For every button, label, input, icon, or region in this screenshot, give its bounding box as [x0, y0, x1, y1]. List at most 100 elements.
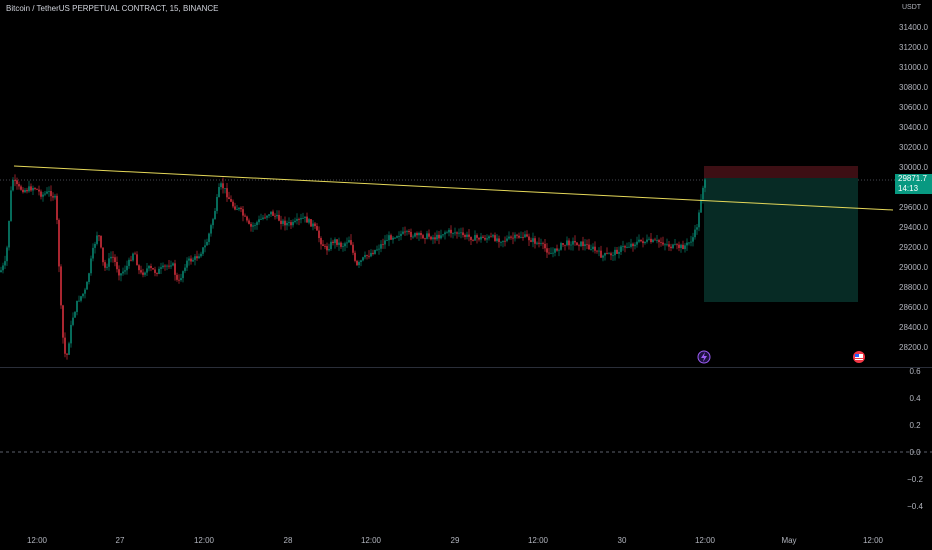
- candle-body: [166, 265, 168, 267]
- candle-body: [306, 216, 308, 223]
- time-tick-label: 12:00: [361, 536, 382, 545]
- candle-body: [328, 249, 330, 251]
- stop-loss-zone[interactable]: [704, 166, 858, 178]
- candle-body: [226, 188, 228, 198]
- last-price-value: 29871.7: [898, 174, 927, 183]
- candle-body: [274, 215, 276, 217]
- candle-body: [516, 234, 518, 236]
- candle-body: [346, 242, 348, 244]
- candle-body: [236, 209, 238, 211]
- candle-body: [330, 241, 332, 250]
- candle-body: [648, 238, 650, 240]
- candle-body: [554, 248, 556, 253]
- candle-body: [240, 207, 242, 210]
- candle-body: [64, 337, 66, 354]
- symbol-title[interactable]: Bitcoin / TetherUS PERPETUAL CONTRACT, 1…: [6, 4, 219, 13]
- trend-line[interactable]: [13, 165, 894, 211]
- candle-body: [356, 260, 358, 266]
- candle-body: [432, 237, 434, 240]
- candle-body: [184, 267, 186, 272]
- candle-body: [218, 187, 220, 198]
- candle-body: [656, 240, 658, 241]
- candle-body: [362, 257, 364, 261]
- candle-body: [500, 241, 502, 243]
- time-axis[interactable]: 12:00 27 12:00 28 12:00 29 12:00 30 12:00 May 12:0…: [27, 536, 884, 545]
- candle-body: [526, 234, 528, 237]
- candle-body: [136, 254, 138, 266]
- candle-body: [610, 253, 612, 256]
- candle-body: [298, 219, 300, 220]
- candle-body: [530, 240, 532, 242]
- candle-body: [106, 266, 108, 268]
- candle-body: [390, 235, 392, 240]
- candle-body: [510, 236, 512, 238]
- time-tick-label: 29: [451, 536, 460, 545]
- indicator-tick-label: −0.4: [907, 502, 923, 511]
- candle-body: [86, 281, 88, 290]
- candle-body: [258, 219, 260, 223]
- candle-body: [348, 240, 350, 243]
- candle-body: [380, 244, 382, 249]
- candle-body: [340, 242, 342, 247]
- candle-body: [100, 235, 102, 248]
- candle-body: [58, 219, 60, 267]
- candle-body: [616, 249, 618, 254]
- candle-body: [126, 265, 128, 271]
- price-tick-label: 28600.0: [899, 303, 928, 312]
- candle-body: [372, 252, 374, 254]
- candle-body: [558, 249, 560, 251]
- candle-body: [196, 256, 198, 259]
- candle-body: [556, 248, 558, 251]
- candle-body: [378, 248, 380, 250]
- candle-body: [632, 243, 634, 247]
- candle-body: [178, 279, 180, 281]
- candle-body: [156, 272, 158, 274]
- candle-body: [62, 305, 64, 338]
- indicator-axis[interactable]: 0.6 0.4 0.2 0.0 −0.2 −0.4: [907, 367, 923, 511]
- candle-body: [324, 245, 326, 247]
- indicator-tick-label: 0.6: [909, 367, 921, 376]
- candle-body: [532, 238, 534, 242]
- take-profit-zone[interactable]: [704, 178, 858, 302]
- candle-body: [188, 258, 190, 261]
- candle-body: [650, 238, 652, 243]
- price-tick-label: 30200.0: [899, 143, 928, 152]
- candle-body: [262, 217, 264, 219]
- candle-body: [396, 236, 398, 238]
- candle-body: [620, 246, 622, 252]
- candle-body: [404, 231, 406, 233]
- candle-body: [154, 269, 156, 273]
- candle-body: [560, 243, 562, 250]
- candle-body: [122, 271, 124, 274]
- candle-body: [410, 231, 412, 238]
- candle-body: [428, 233, 430, 237]
- candle-body: [200, 253, 202, 257]
- currency-label[interactable]: USDT: [902, 4, 922, 11]
- candle-body: [222, 183, 224, 189]
- candle-body: [46, 191, 48, 194]
- us-flag-event-icon[interactable]: [853, 351, 865, 363]
- candle-body: [482, 236, 484, 238]
- candle-body: [108, 258, 110, 267]
- price-axis[interactable]: 31400.0 31200.0 31000.0 30800.0 30600.0 30400…: [899, 23, 928, 352]
- candle-body: [376, 249, 378, 251]
- candle-body: [260, 218, 262, 220]
- candle-body: [424, 238, 426, 240]
- candle-body: [110, 256, 112, 259]
- price-tick-label: 31400.0: [899, 23, 928, 32]
- candle-body: [316, 226, 318, 231]
- price-tick-label: 28400.0: [899, 323, 928, 332]
- lightning-event-icon[interactable]: [697, 350, 711, 364]
- candle-body: [518, 235, 520, 238]
- candle-body: [180, 278, 182, 281]
- candle-body: [636, 241, 638, 245]
- candle-body: [416, 233, 418, 236]
- candle-body: [398, 236, 400, 237]
- time-tick-label: 27: [116, 536, 125, 545]
- candle-body: [4, 261, 6, 266]
- candle-body: [674, 244, 676, 246]
- candle-body: [586, 244, 588, 246]
- candle-body: [682, 244, 684, 250]
- candle-body: [412, 236, 414, 238]
